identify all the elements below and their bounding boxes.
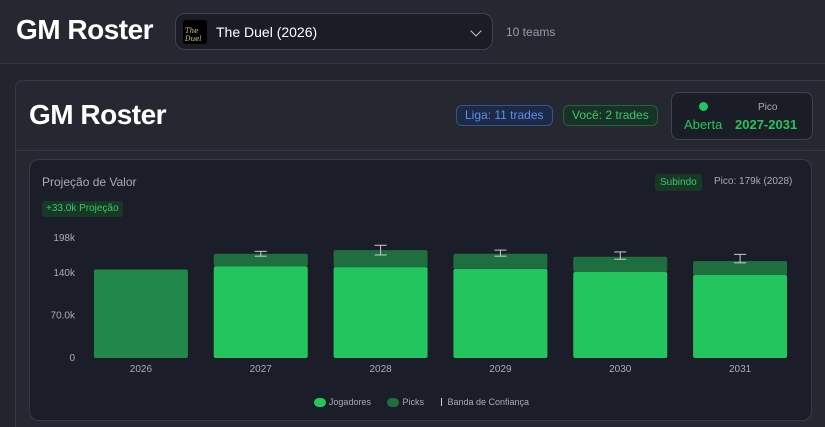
league-select-value: The Duel (2026) xyxy=(216,24,318,40)
y-tick-label: 0 xyxy=(69,353,75,364)
bar-players-2027 xyxy=(213,266,308,358)
y-tick-label: 70.0k xyxy=(51,311,76,322)
x-tick-label: 2028 xyxy=(369,364,392,375)
x-tick-label: 2030 xyxy=(609,364,632,375)
y-tick-label: 198k xyxy=(53,233,76,244)
league-trades-badge[interactable]: Liga: 11 trades xyxy=(456,105,553,126)
panel-title: GM Roster xyxy=(29,99,167,130)
bar-players-2029 xyxy=(453,268,548,358)
value-projection-chart: 0 70.0k 140k 198k 2026 2027 2028 2029 2030 2031 xyxy=(51,233,788,375)
user-trades-badge[interactable]: Você: 2 trades xyxy=(563,105,658,126)
trend-badge: Subindo xyxy=(655,174,702,191)
status-dot-icon xyxy=(699,102,708,111)
chart-legend: Jogadores Picks Banda de Confiança xyxy=(30,396,813,410)
bar-players-2026 xyxy=(93,269,188,358)
bar-players-2028 xyxy=(333,267,428,358)
league-logo-icon: The Duel xyxy=(183,20,207,44)
bar-players-2030 xyxy=(573,271,668,358)
legend-swatch-picks xyxy=(387,397,400,407)
legend-label-confidence: Banda de Confiança xyxy=(447,396,530,407)
x-tick-label: 2029 xyxy=(489,364,512,375)
legend-swatch-confidence xyxy=(440,398,442,407)
window-status-box: Aberta Pico 2027-2031 xyxy=(671,92,813,140)
bar-picks-2031 xyxy=(693,261,788,275)
bar-picks-2029 xyxy=(453,253,548,269)
legend-swatch-players xyxy=(313,397,326,407)
peak-caption: Pico xyxy=(758,102,778,113)
x-tick-label: 2031 xyxy=(729,364,752,375)
bar-picks-2030 xyxy=(573,256,668,272)
bar-players-2031 xyxy=(693,274,788,358)
x-tick-label: 2027 xyxy=(250,364,273,375)
team-count: 10 teams xyxy=(506,25,556,39)
peak-info: Pico: 179k (2028) xyxy=(714,176,793,187)
legend-item-picks[interactable]: Picks xyxy=(387,397,424,407)
y-tick-label: 140k xyxy=(53,268,76,279)
bar-picks-2027 xyxy=(213,253,308,267)
legend-item-confidence[interactable]: Banda de Confiança xyxy=(440,396,530,407)
bar-picks-2028 xyxy=(333,250,428,268)
legend-label-players: Jogadores xyxy=(328,396,371,407)
card-title: Projeção de Valor xyxy=(42,175,137,189)
legend-label-picks: Picks xyxy=(402,396,424,407)
league-select[interactable]: The Duel The Duel (2026) xyxy=(175,13,493,50)
top-bar: GM Roster The Duel The Duel (2026) 10 te… xyxy=(0,0,825,64)
panel-header: GM Roster Liga: 11 trades Você: 2 trades… xyxy=(16,81,825,151)
chevron-down-icon xyxy=(470,25,482,37)
projection-badge: +33.0k Projeção xyxy=(42,201,123,217)
legend-item-players[interactable]: Jogadores xyxy=(313,396,371,407)
x-tick-label: 2026 xyxy=(130,364,153,375)
roster-panel: GM Roster Liga: 11 trades Você: 2 trades… xyxy=(15,80,825,427)
peak-range: 2027-2031 xyxy=(735,117,798,132)
status-label: Aberta xyxy=(684,117,723,132)
value-projection-card: Projeção de Valor Subindo Pico: 179k (20… xyxy=(29,159,812,421)
app-title: GM Roster xyxy=(16,14,154,45)
